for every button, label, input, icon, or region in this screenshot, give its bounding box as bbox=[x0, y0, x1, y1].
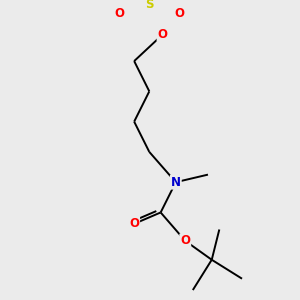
Text: S: S bbox=[145, 0, 154, 11]
Text: O: O bbox=[114, 7, 124, 20]
Text: O: O bbox=[129, 217, 139, 230]
Text: N: N bbox=[171, 176, 181, 189]
Text: O: O bbox=[158, 28, 167, 41]
Text: O: O bbox=[175, 7, 184, 20]
Text: O: O bbox=[180, 234, 190, 247]
